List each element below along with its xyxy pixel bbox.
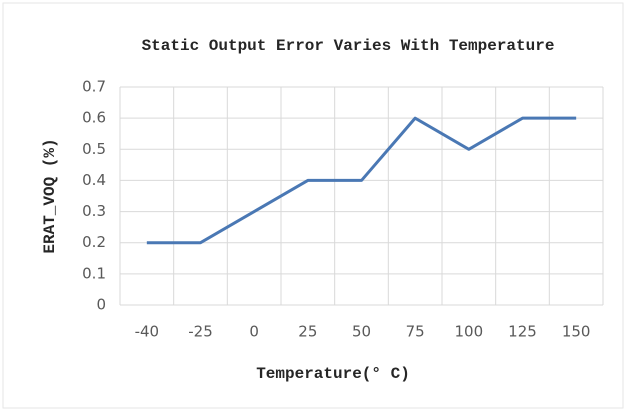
y-tick-label: 0.5 (82, 140, 106, 158)
y-tick-label: 0.2 (82, 233, 106, 251)
x-tick-label: 25 (298, 323, 317, 341)
x-tick-label: 75 (406, 323, 425, 341)
x-tick-label: -40 (135, 323, 160, 341)
y-tick-label: 0.4 (82, 171, 106, 189)
y-tick-label: 0.3 (82, 202, 106, 220)
x-tick-label: 125 (508, 323, 537, 341)
y-tick-label: 0.7 (82, 78, 106, 96)
x-tick-label: 50 (352, 323, 371, 341)
x-tick-label: 0 (249, 323, 259, 341)
x-axis-label: Temperature(° C) (256, 365, 410, 383)
chart-title: Static Output Error Varies With Temperat… (142, 37, 555, 55)
y-tick-label: 0.1 (82, 264, 106, 282)
x-tick-label: 100 (455, 323, 484, 341)
y-tick-label: 0.6 (82, 109, 106, 127)
y-tick-label: 0 (96, 296, 106, 314)
x-tick-label: 150 (562, 323, 591, 341)
y-axis-label: ERAT_VOQ (%) (41, 138, 59, 253)
x-tick-label: -25 (188, 323, 213, 341)
data-line (146, 116, 577, 245)
